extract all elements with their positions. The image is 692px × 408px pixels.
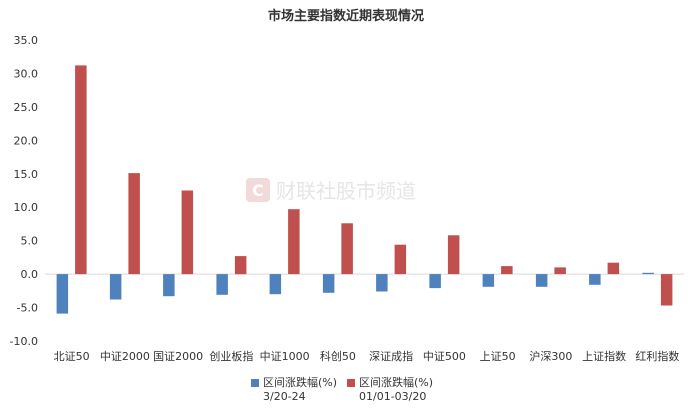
bar-series-2 [181,190,194,275]
bar-series-1 [589,274,601,285]
y-tick-label: 30.0 [14,67,39,80]
bar-series-1 [56,274,69,314]
bar-series-1 [535,274,548,287]
bar-series-2 [234,256,247,275]
bar-series-2 [341,223,353,275]
legend-swatch-series-2 [347,379,355,387]
y-tick-label: 20.0 [14,134,39,147]
bar-series-2 [501,266,513,275]
y-axis: -10.0 -5.0 0.0 5.0 10.0 15.0 20.0 25.0 30.0 35.0 [10,34,38,348]
bar-series-2 [128,173,140,275]
legend: 区间涨跌幅(%) 3/20-24 区间涨跌幅(%) 01/01-03/20 [251,375,433,403]
c-logo-icon [246,178,270,202]
y-tick-label: 10.0 [14,201,39,214]
y-tick-label: 5.0 [21,235,39,248]
bar-series-2 [75,65,87,275]
watermark: C 财联社股市频道 [246,178,416,203]
y-tick-label: 35.0 [14,34,39,47]
bar-series-1 [482,274,495,287]
bars [56,65,673,314]
chart-title: 市场主要指数近期表现情况 [268,8,424,24]
bar-series-1 [376,274,388,292]
x-category-label: 沪深300 [529,349,572,363]
bar-series-2 [447,235,460,275]
y-tick-label: 15.0 [14,168,39,181]
y-tick-label: 25.0 [14,101,39,114]
bar-series-2 [660,274,673,306]
x-category-label: 中证1000 [260,350,310,363]
bar-series-1 [429,274,441,289]
x-category-label: 中证2000 [100,350,150,363]
bar-series-1 [269,274,282,295]
y-tick-label: 0.0 [21,268,39,281]
legend-sub-series-1: 3/20-24 [263,390,306,403]
legend-swatch-series-1 [251,379,259,387]
bar-series-1 [163,274,175,297]
x-category-label: 上证50 [480,350,516,363]
x-category-label: 国证2000 [153,350,203,363]
x-category-label: 北证50 [54,350,90,363]
legend-label-series-1: 区间涨跌幅(%) [263,375,337,389]
legend-label-series-2: 区间涨跌幅(%) [359,375,433,389]
bar-series-2 [554,267,566,275]
x-category-label: 深证成指 [369,349,413,363]
y-tick-label: -5.0 [17,302,38,315]
x-category-label: 创业板指 [209,349,253,363]
watermark-text: 财联社股市频道 [276,179,416,203]
bar-series-1 [216,274,228,295]
bar-series-2 [394,244,407,275]
x-category-label: 上证指数 [582,349,626,363]
category-labels: 北证50 中证2000 国证2000 创业板指 中证1000 科创50 深证成指 中证500 上… [54,349,680,363]
x-category-label: 科创50 [320,349,356,363]
legend-sub-series-2: 01/01-03/20 [359,390,426,403]
bar-series-1 [109,274,122,300]
x-category-label: 红利指数 [635,349,679,363]
y-tick-label: -10.0 [10,335,38,348]
x-category-label: 中证500 [423,350,466,363]
bar-series-2 [288,209,300,275]
bar-series-1 [322,274,335,293]
svg-text:C: C [252,181,264,200]
bar-series-1 [642,272,654,275]
bar-series-2 [607,262,620,275]
